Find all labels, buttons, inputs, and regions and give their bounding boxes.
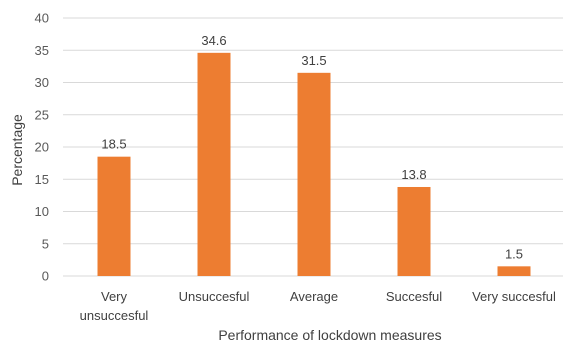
y-tick-label: 35	[35, 43, 49, 58]
data-label: 18.5	[101, 137, 126, 152]
x-category-label: Average	[290, 289, 338, 304]
data-labels: 18.5 34.6 31.5 13.8 1.5	[101, 33, 523, 261]
x-axis-title: Performance of lockdown measures	[218, 327, 441, 343]
y-tick-label: 0	[42, 269, 49, 284]
y-axis-title: Percentage	[9, 114, 25, 186]
bar	[97, 156, 131, 276]
y-tick-label: 20	[35, 140, 49, 155]
data-label: 13.8	[401, 167, 426, 182]
data-label: 34.6	[201, 33, 226, 48]
x-category-label: Unsuccesful	[179, 289, 250, 304]
x-axis-categories: Very unsuccesful Unsuccesful Average Succesf…	[80, 289, 556, 323]
bars	[97, 52, 531, 276]
x-category-label: Very succesful	[472, 289, 556, 304]
data-label: 1.5	[505, 246, 523, 261]
x-category-label: unsuccesful	[80, 308, 149, 323]
x-category-label: Very	[101, 289, 128, 304]
y-tick-label: 15	[35, 172, 49, 187]
y-tick-label: 10	[35, 204, 49, 219]
bar	[397, 186, 431, 276]
y-tick-label: 30	[35, 75, 49, 90]
bar	[497, 266, 531, 276]
y-axis-ticks: 0 5 10 15 20 25 30 35 40	[35, 11, 49, 284]
x-category-label: Succesful	[386, 289, 442, 304]
bar	[197, 52, 231, 276]
data-label: 31.5	[301, 53, 326, 68]
bar	[297, 72, 331, 276]
y-tick-label: 5	[42, 236, 49, 251]
y-tick-label: 40	[35, 11, 49, 26]
y-tick-label: 25	[35, 107, 49, 122]
